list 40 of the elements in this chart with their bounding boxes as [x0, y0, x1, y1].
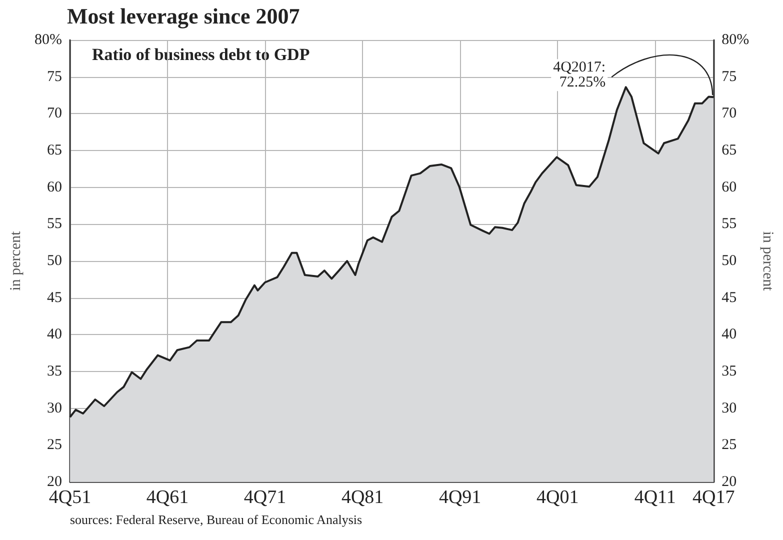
y-tick-label: 20 — [47, 474, 62, 490]
y2-tick-label: 75 — [722, 68, 737, 85]
source-note: sources: Federal Reserve, Bureau of Economic Analysis — [70, 512, 362, 527]
y2-tick-label: 60 — [722, 179, 737, 196]
y-tick-label: 40 — [47, 326, 62, 343]
x-tick-label: 4Q11 — [634, 487, 676, 508]
y2-tick-label: 30 — [722, 400, 737, 416]
y2-tick-label: 70 — [722, 106, 737, 122]
y2-tick-label: 80% — [722, 32, 750, 48]
x-tick-label: 4Q01 — [536, 487, 579, 508]
y-tick-label: 60 — [47, 179, 62, 196]
y-tick-label: 80% — [34, 32, 62, 48]
y-tick-label: 30 — [47, 400, 62, 416]
y2-tick-label: 65 — [722, 142, 737, 158]
y2-tick-label: 55 — [722, 216, 737, 232]
y2-tick-label: 50 — [722, 253, 737, 269]
x-tick-label: 4Q81 — [341, 487, 384, 508]
chart-subtitle: Ratio of business debt to GDP — [92, 45, 310, 64]
x-tick-label: 4Q61 — [146, 487, 189, 508]
y-tick-label: 45 — [47, 290, 62, 306]
y-tick-label: 25 — [47, 437, 62, 454]
y-tick-label: 70 — [47, 106, 62, 122]
annotation: 4Q2017: 72.25% — [553, 60, 606, 91]
x-tick-label: 4Q17 — [692, 487, 735, 508]
x-tick-label: 4Q91 — [438, 487, 482, 508]
x-tick-label: 4Q71 — [244, 487, 286, 508]
y2-axis-title: in percent — [760, 231, 776, 292]
y2-tick-label: 25 — [722, 437, 737, 454]
y-tick-label: 35 — [47, 364, 62, 380]
chart-title: Most leverage since 2007 — [67, 4, 300, 28]
y-tick-label: 65 — [47, 142, 62, 158]
y2-tick-label: 40 — [722, 326, 737, 343]
y2-tick-label: 35 — [722, 364, 737, 380]
y-tick-label: 50 — [47, 253, 62, 269]
x-tick-label: 4Q51 — [48, 487, 92, 508]
y2-tick-label: 45 — [722, 290, 737, 306]
y-axis-title: in percent — [8, 230, 24, 291]
y-tick-label: 75 — [47, 68, 62, 85]
y2-tick-label: 20 — [722, 474, 737, 490]
y-tick-label: 55 — [47, 216, 62, 232]
